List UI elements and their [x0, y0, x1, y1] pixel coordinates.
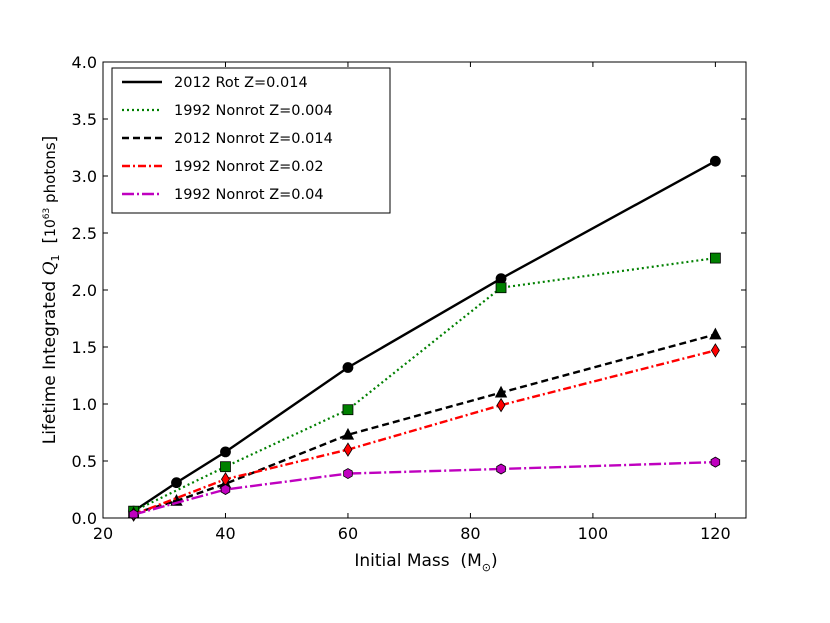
data-point [709, 155, 721, 167]
data-point [710, 456, 721, 468]
y-tick-label: 2.5 [72, 224, 97, 243]
legend-entries: 2012 Rot Z=0.014 1992 Nonrot Z=0.004 2012 … [122, 75, 333, 203]
y-tick-label: 2.0 [72, 281, 97, 300]
data-point [342, 362, 354, 373]
x-axis-ticks: 20 40 60 80 100 120 [93, 62, 731, 543]
legend-label: 2012 Rot Z=0.014 [174, 75, 308, 91]
legend-label: 1992 Nonrot Z=0.04 [174, 187, 324, 203]
legend-box [111, 67, 391, 214]
data-point [342, 404, 354, 416]
x-axis-label: Initial Mass (M⊙) [354, 551, 497, 574]
data-point [709, 252, 721, 264]
series-line [132, 160, 716, 513]
data-point [495, 273, 507, 285]
data-point [709, 327, 722, 340]
data-point [220, 484, 231, 495]
series-line [133, 333, 716, 515]
data-point [128, 509, 139, 521]
y-tick-label: 1.0 [72, 395, 97, 414]
y-axis-ticks: 0.0 0.5 1.0 1.5 2.0 2.5 3.0 3.5 4.0 [72, 53, 746, 528]
data-point [496, 463, 506, 475]
legend-label: 1992 Nonrot Z=0.004 [174, 103, 333, 119]
y-tick-label: 3.0 [72, 167, 97, 186]
data-point [494, 385, 508, 398]
data-point [341, 427, 355, 440]
y-tick-label: 1.5 [72, 338, 97, 357]
series-2 [128, 252, 721, 517]
x-tick-label: 120 [700, 524, 731, 543]
x-tick-label: 80 [460, 524, 480, 543]
series-line [133, 460, 716, 516]
x-tick-label: 40 [215, 524, 235, 543]
y-tick-label: 3.5 [72, 110, 97, 129]
series-5 [128, 456, 721, 521]
x-tick-label: 100 [578, 524, 609, 543]
y-tick-label: 0.0 [72, 509, 97, 528]
data-point [710, 343, 720, 358]
data-point [495, 282, 507, 294]
data-point [220, 446, 231, 458]
data-point [220, 461, 231, 473]
data-point [343, 442, 353, 457]
x-tick-label: 60 [338, 524, 358, 543]
data-point [171, 477, 182, 489]
legend-label: 2012 Nonrot Z=0.014 [174, 131, 333, 147]
data-point [343, 468, 353, 480]
series-line [133, 256, 716, 513]
legend-label: 1992 Nonrot Z=0.02 [174, 159, 324, 175]
y-axis-label: Lifetime Integrated Q1 [1063 photons] [40, 136, 62, 445]
legend: 2012 Rot Z=0.014 1992 Nonrot Z=0.004 2012 … [111, 67, 391, 214]
y-tick-label: 4.0 [72, 53, 97, 72]
x-tick-label: 20 [93, 524, 113, 543]
series-layer [127, 155, 722, 522]
y-tick-label: 0.5 [72, 452, 97, 471]
data-point [496, 397, 506, 413]
